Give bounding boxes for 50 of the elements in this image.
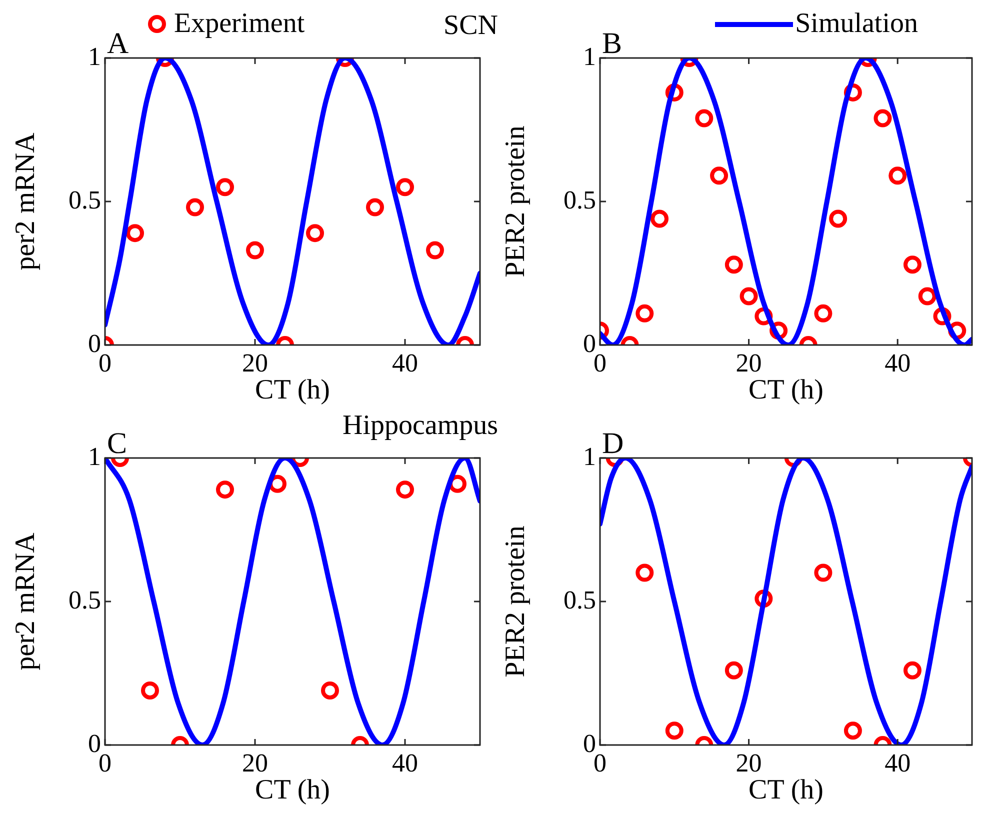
y-tick-label: 1 (88, 442, 101, 471)
point (216, 480, 234, 499)
annotation: D (602, 426, 624, 460)
x-tick-label: 40 (884, 348, 911, 378)
x-tick-label: 20 (242, 748, 268, 778)
y-tick-label: 0.5 (68, 185, 101, 214)
y-axis-title: PER2 protein (500, 526, 532, 678)
y-tick-label: 0 (88, 728, 101, 758)
point (918, 287, 936, 306)
x-tick-label: 40 (392, 348, 418, 378)
annotation: A (107, 26, 129, 60)
x-axis-title: CT (h) (255, 374, 330, 406)
x-tick-label: 20 (736, 748, 762, 778)
chart-title: SCN (444, 10, 498, 42)
point (710, 166, 728, 185)
point (396, 480, 414, 499)
point (740, 287, 758, 306)
y-axis-title: per2 mRNA (10, 532, 42, 670)
y-tick-label: 0.5 (68, 585, 101, 614)
y-tick-label: 0.5 (564, 185, 596, 214)
y-axis-title: PER2 protein (500, 126, 532, 278)
y-tick-label: 0 (583, 328, 596, 358)
x-tick-label: 20 (736, 348, 762, 378)
point (874, 109, 892, 128)
x-tick-label: 20 (242, 348, 268, 378)
annotation: C (107, 426, 128, 460)
point (650, 210, 669, 228)
annotation: B (602, 26, 622, 60)
x-axis-title: CT (h) (748, 774, 824, 806)
y-tick-label: 1 (583, 442, 596, 471)
y-tick-label: 0.5 (564, 585, 596, 614)
point (636, 304, 654, 322)
chart-title: Hippocampus (342, 410, 498, 442)
point (695, 109, 714, 128)
y-tick-label: 1 (583, 42, 596, 71)
point (888, 166, 907, 185)
y-tick-label: 0 (583, 728, 596, 758)
x-axis-title: CT (h) (748, 374, 824, 406)
y-tick-label: 0 (88, 328, 101, 358)
x-tick-label: 40 (884, 748, 911, 778)
point (814, 304, 832, 322)
point (724, 256, 743, 274)
legend-label: Simulation (795, 8, 918, 40)
x-axis-title: CT (h) (255, 774, 330, 806)
point (903, 256, 922, 274)
point (829, 210, 848, 228)
legend-label: Experiment (174, 8, 305, 40)
x-tick-label: 40 (392, 748, 418, 778)
y-axis-title: per2 mRNA (10, 132, 42, 270)
y-tick-label: 1 (88, 42, 101, 71)
